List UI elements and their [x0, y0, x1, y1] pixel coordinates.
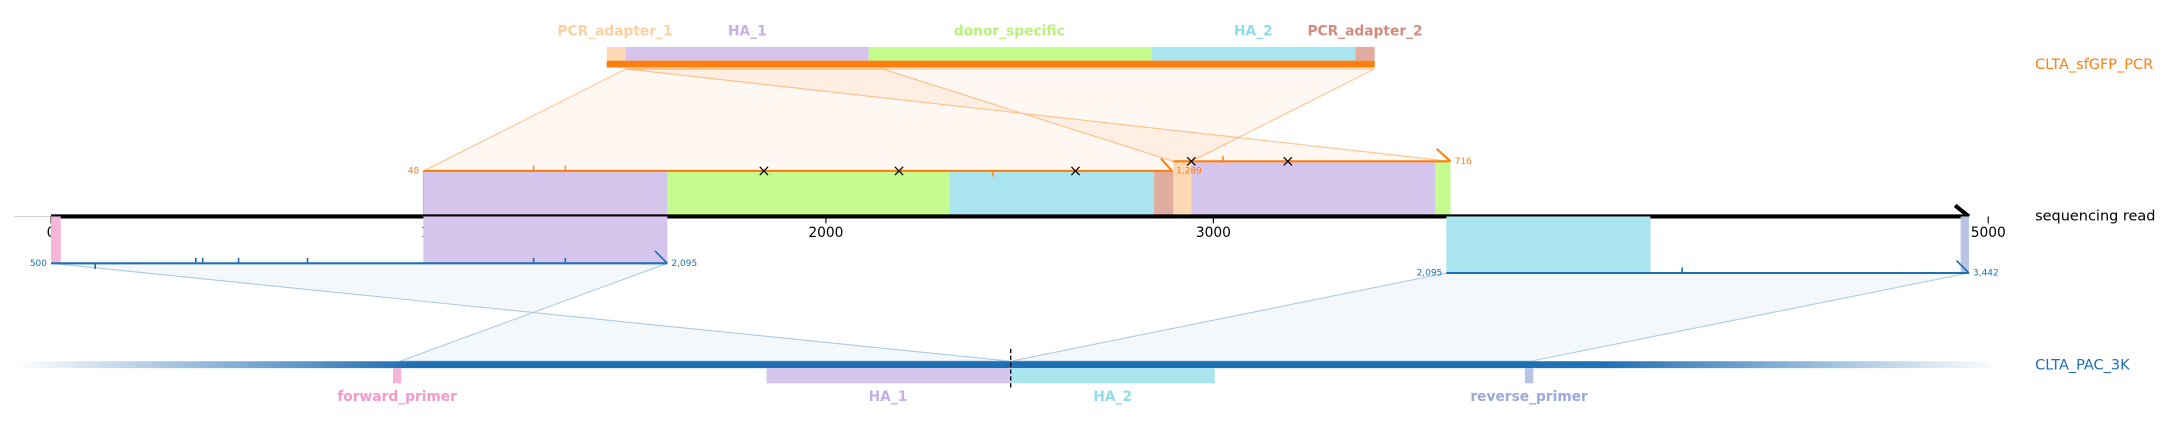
read-end	[1953, 203, 1971, 219]
feature	[1173, 161, 1192, 217]
feature	[1435, 161, 1451, 217]
track-label: CLTA_sfGFP_PCR	[2035, 57, 2153, 73]
top-alignments: 48 1,289 716	[408, 148, 1472, 217]
feature	[868, 46, 1152, 61]
tick-label: 5000	[1971, 225, 2006, 241]
feature	[1151, 46, 1356, 61]
feature	[1154, 170, 1174, 217]
feature	[51, 216, 61, 264]
alignment-arrow	[654, 250, 668, 264]
feature	[423, 170, 668, 217]
alignment-label: 1,289	[1176, 166, 1202, 176]
alignment-arrow	[1160, 157, 1173, 172]
alignment-arrow	[1955, 260, 1970, 274]
feature-label: donor_specific	[954, 24, 1065, 40]
feature	[1355, 46, 1375, 61]
alignment-label: 500	[30, 259, 47, 269]
feature	[1446, 216, 1651, 273]
feature-label: PCR_adapter_2	[1307, 24, 1422, 40]
feature-label: reverse_primer	[1470, 389, 1588, 405]
feature	[423, 216, 668, 264]
alignment-shade	[51, 262, 1011, 362]
feature	[1524, 368, 1534, 384]
alignment-label: 2,095	[1417, 268, 1443, 278]
reference-line	[13, 361, 2000, 369]
feature-label: PCR_adapter_1	[557, 24, 672, 40]
alignment-label: 716	[1455, 157, 1472, 167]
feature	[1960, 216, 1969, 273]
tick-label: 2000	[808, 225, 843, 241]
mismatches	[94, 257, 1683, 273]
feature	[1010, 368, 1215, 384]
alignment-label: 48	[408, 166, 420, 176]
feature-label: forward_primer	[337, 389, 457, 405]
feature-label: HA_2	[1093, 389, 1132, 405]
bottom-alignments: 500 2,095 2,095 3,442	[30, 216, 1999, 278]
feature	[626, 46, 869, 61]
alignment-label: 3,442	[1973, 268, 1999, 278]
tick-label: 3000	[1196, 225, 1231, 241]
deletion-marks	[759, 156, 1293, 176]
feature-label: HA_1	[728, 24, 767, 40]
bottom-reference: forward_primer HA_1 HA_2 reverse_primer …	[13, 348, 2130, 405]
alignment-shade	[1010, 272, 1970, 362]
feature	[606, 46, 627, 61]
feature	[1191, 161, 1436, 217]
feature-label: HA_2	[1234, 24, 1273, 40]
track-label: CLTA_PAC_3K	[2035, 357, 2130, 373]
alignment-label: 2,095	[672, 259, 698, 269]
feature	[950, 170, 1155, 217]
feature	[766, 368, 1011, 384]
alignment-arrow	[1436, 148, 1452, 163]
top-reference: PCR_adapter_1 HA_1 donor_specific HA_2 P…	[557, 24, 2153, 73]
feature	[667, 170, 951, 217]
track-label: sequencing read	[2035, 208, 2155, 224]
feature	[392, 368, 402, 384]
reference-line	[606, 60, 1375, 68]
feature-label: HA_1	[869, 389, 908, 405]
